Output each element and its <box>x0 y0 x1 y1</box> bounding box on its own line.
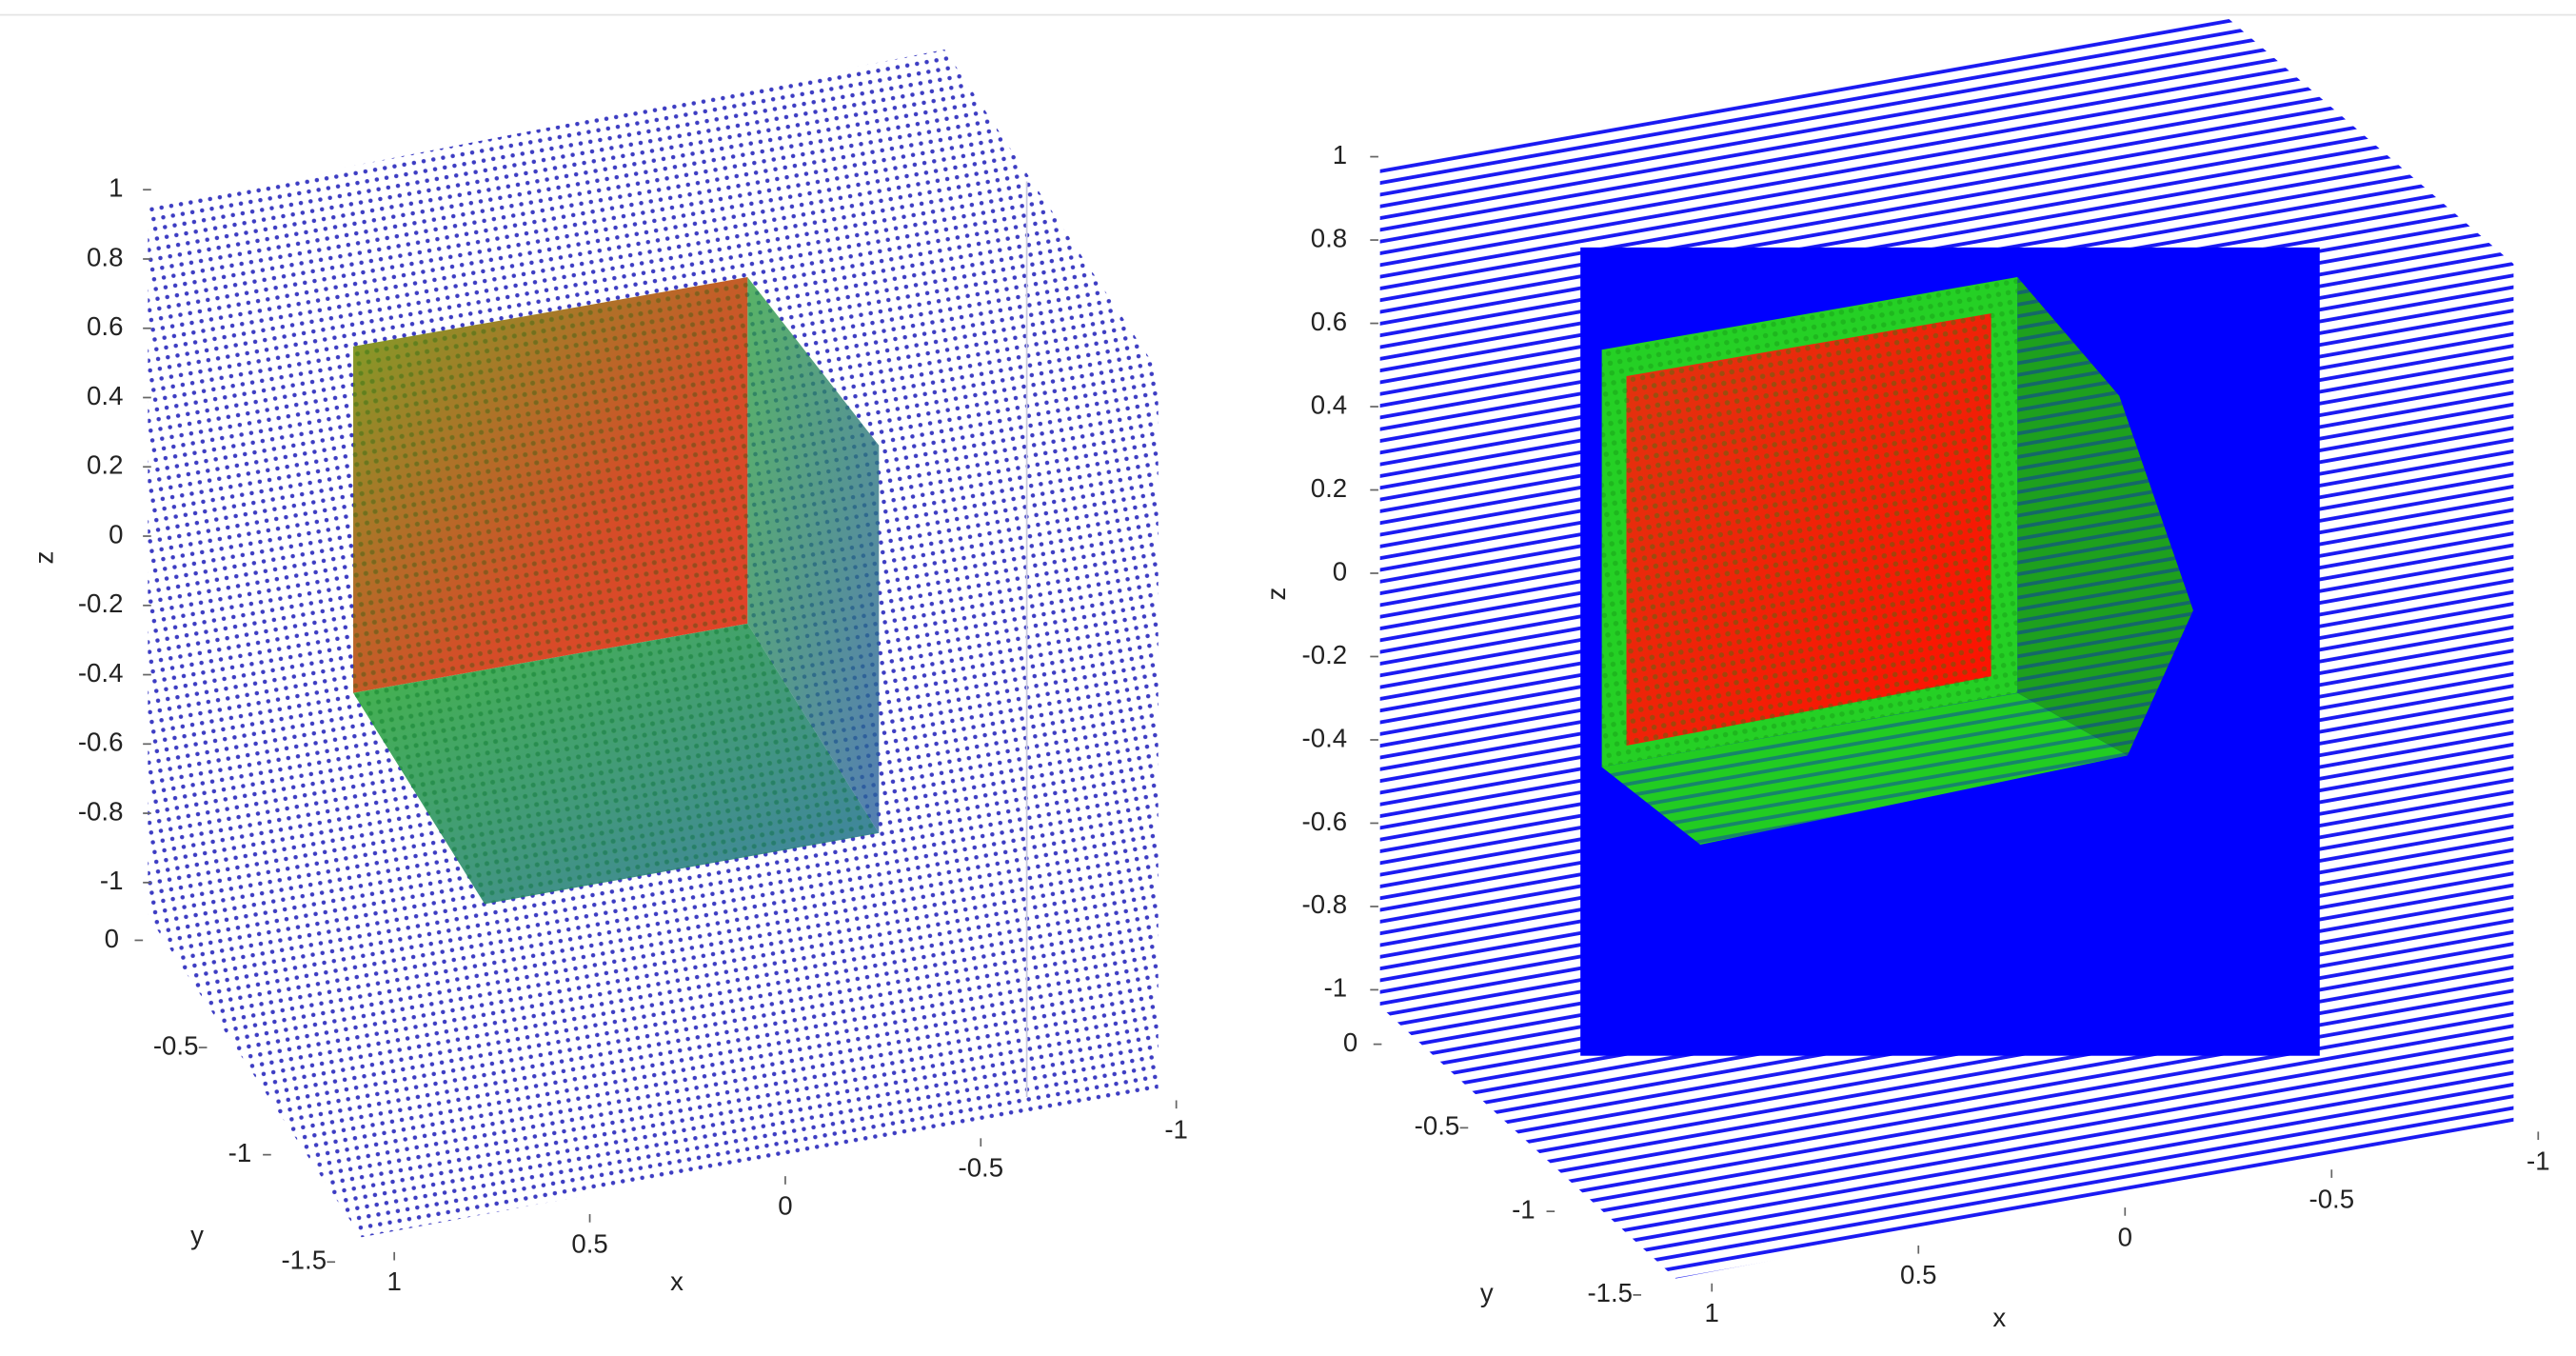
x-tick-label: 0 <box>778 1190 792 1220</box>
x-tick-label: -0.5 <box>2309 1184 2355 1213</box>
x-tick-label: 1 <box>1705 1298 1719 1327</box>
x-tick-label: -1 <box>1164 1115 1188 1145</box>
z-tick-label: 1 <box>109 173 123 203</box>
x-axis-label: x <box>1992 1303 2006 1332</box>
z-tick-label: 0.4 <box>87 381 123 410</box>
point-cloud <box>148 49 1159 1238</box>
z-tick-label: -1 <box>1324 973 1348 1003</box>
z-tick-label: -0.2 <box>1302 640 1348 669</box>
x-tick-label: 0.5 <box>571 1228 607 1258</box>
y-axis-label: y <box>190 1221 204 1250</box>
x-tick-label: 1 <box>387 1266 402 1296</box>
z-tick-label: -0.8 <box>78 796 124 826</box>
z-axis-label: z <box>30 551 59 565</box>
point-cloud <box>1379 16 2514 1279</box>
z-tick-label: 0.2 <box>1311 473 1347 503</box>
z-tick-label: 0.2 <box>87 450 123 480</box>
y-tick-label: -1 <box>1512 1194 1536 1224</box>
z-tick-label: 1 <box>1333 140 1347 170</box>
z-tick-label: 0.6 <box>87 311 123 341</box>
x-tick-label: 0.5 <box>1900 1260 1936 1289</box>
x-axis-label: x <box>670 1266 684 1296</box>
z-axis-label: z <box>1261 588 1291 601</box>
y-axis-label: y <box>1480 1278 1494 1307</box>
z-tick-label: -0.8 <box>1302 889 1348 919</box>
y-tick-label: -1.5 <box>1587 1278 1633 1307</box>
z-tick-label: -0.6 <box>1302 807 1348 836</box>
z-tick-label: 0.8 <box>87 242 123 271</box>
y-tick-label: 0 <box>105 924 119 953</box>
z-tick-label: -0.2 <box>78 588 124 618</box>
z-tick-label: -0.6 <box>78 728 124 757</box>
x-tick-label: 0 <box>2118 1222 2132 1251</box>
z-tick-label: 0 <box>109 519 123 548</box>
z-tick-label: -0.4 <box>1302 723 1348 752</box>
z-tick-label: 0.4 <box>1311 389 1347 419</box>
z-tick-label: 0 <box>1333 556 1347 586</box>
y-tick-label: -0.5 <box>153 1030 199 1060</box>
y-tick-label: -1 <box>228 1138 252 1167</box>
z-tick-label: 0.8 <box>1311 223 1347 252</box>
x-tick-label: -0.5 <box>958 1153 1003 1183</box>
y-tick-label: -0.5 <box>1415 1111 1460 1141</box>
z-tick-label: -0.4 <box>78 658 124 688</box>
y-tick-label: 0 <box>1343 1027 1357 1057</box>
z-tick-label: -1 <box>100 866 124 895</box>
z-tick-label: 0.6 <box>1311 307 1347 336</box>
x-tick-label: -1 <box>2526 1147 2550 1176</box>
y-tick-label: -1.5 <box>281 1246 327 1275</box>
